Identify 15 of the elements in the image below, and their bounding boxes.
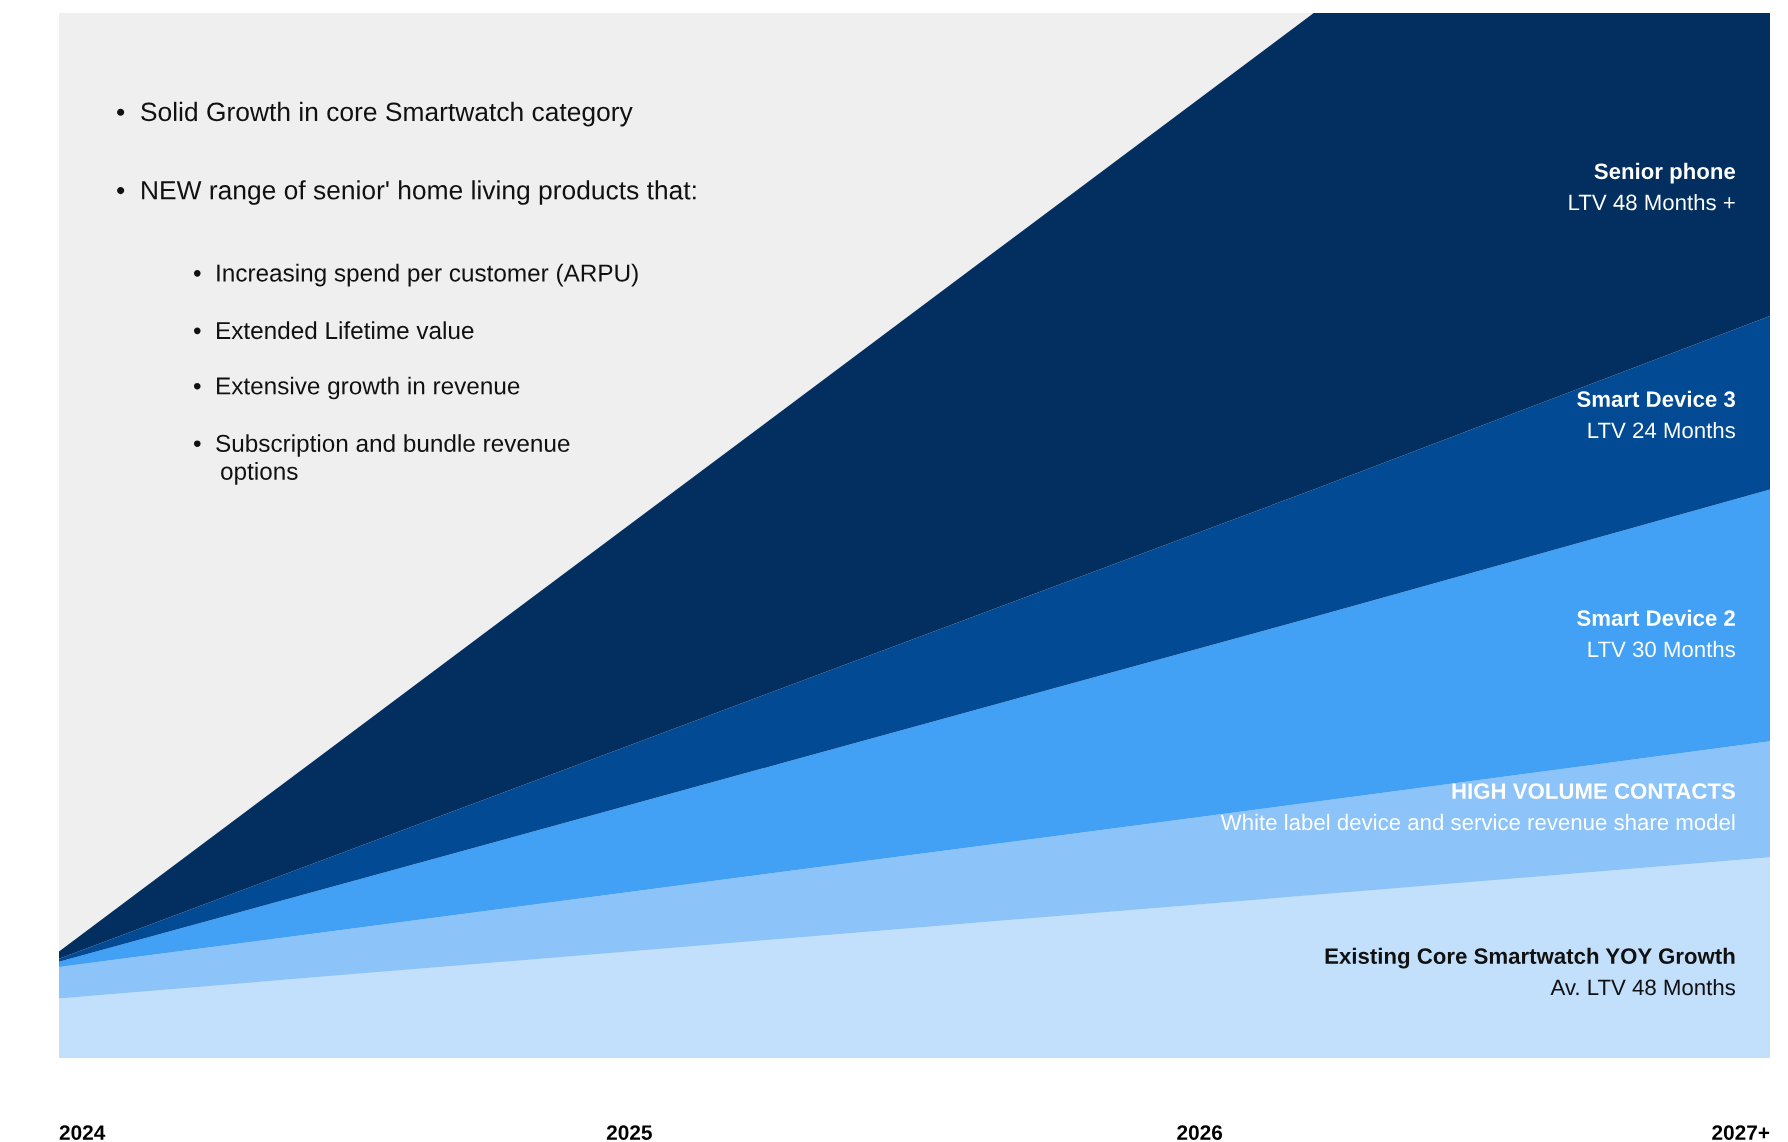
annotation: • NEW range of senior' home living products that: xyxy=(117,180,696,205)
x-tick-label: 2024 xyxy=(59,1125,106,1140)
series-label: Senior phone LTV 48 Months + xyxy=(1569,162,1736,211)
series-label: Smart Device 2 LTV 30 Months xyxy=(1577,609,1735,658)
x-tick-label: 2026 xyxy=(1177,1125,1223,1140)
series-label: Smart Device 3 LTV 24 Months xyxy=(1577,390,1735,439)
x-tick-label: 2025 xyxy=(606,1125,652,1140)
annotation: • Increasing spend per customer (ARPU) xyxy=(193,263,638,287)
series-label: Existing Core Smartwatch YOY Growth Av. LTV 48 Months xyxy=(1325,947,1735,996)
annotation: • Extended Lifetime value xyxy=(193,321,474,340)
x-tick-label: 2027+ xyxy=(1712,1125,1770,1140)
annotation: • Subscription and bundle revenue options xyxy=(193,434,570,485)
series-label: HIGH VOLUME CONTACTS White label device and service revenue share model xyxy=(1220,783,1735,831)
annotation: • Solid Growth in core Smartwatch category xyxy=(117,101,633,127)
annotation: • Extensive growth in revenue xyxy=(193,376,520,400)
